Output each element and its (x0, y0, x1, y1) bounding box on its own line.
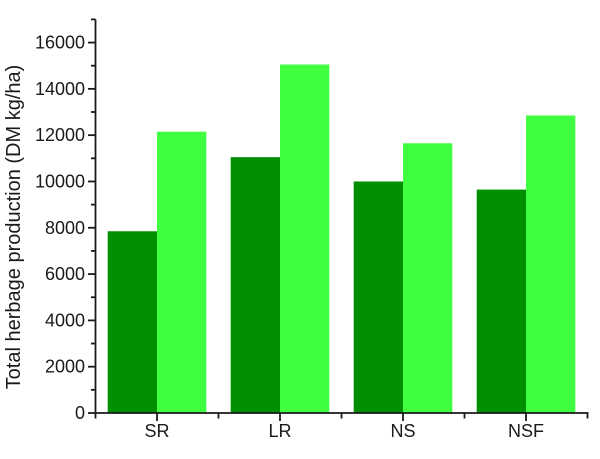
bar-dark-green-series-LR (230, 157, 280, 413)
y-tick-label: 16000 (35, 33, 85, 53)
y-tick-label: 6000 (45, 264, 85, 284)
y-tick-label: 4000 (45, 310, 85, 330)
y-tick-label: 14000 (35, 79, 85, 99)
bar-light-green-series-NSF (526, 115, 576, 413)
bar-light-green-series-SR (157, 131, 207, 413)
y-axis-title: Total herbage production (DM kg/ha) (3, 65, 25, 390)
tick-labels-layer: 0 2000 4000 6000 8000 10000 12000 14000 16000 SR L… (35, 33, 544, 441)
x-category-label-SR: SR (144, 421, 169, 441)
x-category-label-LR: LR (268, 421, 291, 441)
x-category-label-NSF: NSF (508, 421, 544, 441)
y-tick-label: 8000 (45, 218, 85, 238)
bar-light-green-series-LR (280, 64, 330, 414)
bar-dark-green-series-NSF (476, 189, 526, 413)
y-tick-label: 2000 (45, 357, 85, 377)
bars-layer (107, 64, 576, 414)
bar-dark-green-series-SR (107, 231, 157, 413)
bar-light-green-series-NS (403, 143, 453, 413)
axes-layer (88, 18, 589, 421)
x-category-label-NS: NS (390, 421, 415, 441)
y-tick-label: 12000 (35, 125, 85, 145)
bar-dark-green-series-NS (353, 181, 403, 413)
y-tick-label: 10000 (35, 171, 85, 191)
y-tick-label: 0 (75, 403, 85, 423)
